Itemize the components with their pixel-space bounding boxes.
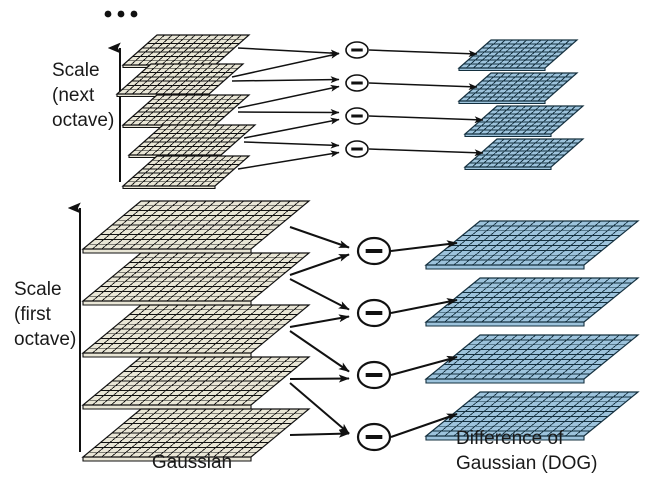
difference-link-arrow-next-octave	[231, 51, 340, 78]
minus-sign-icon	[351, 114, 363, 118]
gaussian-plane-next-octave-grid	[127, 94, 245, 126]
difference-link-arrow-next-octave	[237, 108, 340, 116]
minus-operator-node-first-octave	[356, 422, 392, 452]
minus-sign-icon	[351, 48, 363, 52]
dog-plane-first-octave-grid	[432, 391, 632, 437]
minus-operator-node-first-octave	[356, 360, 392, 390]
minus-sign-icon	[365, 249, 383, 253]
difference-link-arrow-first-octave	[289, 382, 350, 435]
minus-sign-icon	[365, 373, 383, 377]
gaussian-plane-first-octave-grid	[88, 304, 304, 354]
gaussian-plane-first-octave	[81, 356, 311, 410]
ellipsis-dot	[104, 10, 112, 18]
difference-link-arrow-next-octave	[237, 84, 340, 109]
dog-plane-first-octave-surface	[424, 334, 640, 380]
minus-sign-icon	[365, 435, 383, 439]
node-to-dog-arrow-first-octave	[390, 413, 458, 438]
dog-plane-first-octave-grid	[432, 220, 632, 266]
minus-operator-node-first-octave	[356, 298, 392, 328]
dog-planes-group	[424, 39, 640, 441]
difference-link-arrow-first-octave	[289, 278, 350, 311]
gaussian-plane-next-octave	[127, 124, 257, 159]
gaussian-plane-first-octave	[81, 408, 311, 462]
gaussian-plane-first-octave-grid	[88, 356, 304, 406]
difference-link-arrow-next-octave	[237, 47, 340, 57]
gaussian-plane-first-octave-grid	[88, 252, 304, 302]
dog-plane-first-octave-grid	[432, 334, 632, 380]
node-to-dog-arrow-first-octave	[390, 240, 458, 252]
minus-operator-node-first-octave	[356, 236, 392, 266]
minus-operator-node-next-octave	[345, 107, 369, 125]
gaussian-plane-first-octave-grid	[88, 408, 304, 458]
node-to-dog-arrow-next-octave	[368, 82, 478, 91]
gaussian-plane-next-octave-grid	[127, 155, 245, 187]
difference-link-arrow-first-octave	[289, 374, 350, 383]
minus-operator-node-next-octave	[345, 74, 369, 92]
scale-axis-label-next-octave: Scale (next octave)	[52, 60, 114, 131]
node-to-dog-arrow-first-octave	[390, 298, 458, 314]
minus-operator-node-next-octave	[345, 41, 369, 59]
ellipsis-dot	[117, 10, 125, 18]
gaussian-plane-next-octave	[115, 63, 245, 98]
dog-plane-first-octave	[424, 391, 640, 441]
dog-plane-next-octave-grid	[463, 72, 573, 102]
ellipsis-dot	[130, 10, 138, 18]
dog-plane-first-octave	[424, 277, 640, 327]
node-to-dog-arrow-next-octave	[368, 49, 478, 58]
dog-plane-first-octave-grid	[432, 277, 632, 323]
gaussian-plane-next-octave	[121, 94, 251, 129]
dog-plane-next-octave	[463, 105, 585, 138]
node-to-dog-arrows-group	[368, 49, 484, 438]
node-to-dog-arrow-next-octave	[368, 148, 484, 157]
dog-plane-next-octave-grid	[469, 105, 579, 135]
dog-plane-next-octave-grid	[463, 39, 573, 69]
dog-plane-first-octave-surface	[424, 220, 640, 266]
difference-link-arrow-first-octave	[289, 226, 350, 249]
dog-plane-first-octave	[424, 334, 640, 384]
minus-operator-nodes-group	[345, 41, 392, 452]
gaussian-column-label: Gaussian	[152, 452, 232, 473]
difference-links-group	[231, 47, 350, 438]
difference-link-arrow-next-octave	[231, 76, 340, 84]
continuation-dots	[104, 10, 138, 18]
scale-axes-group	[67, 42, 121, 452]
dog-plane-first-octave-surface	[424, 277, 640, 323]
gaussian-plane-first-octave	[81, 304, 311, 358]
gaussian-plane-next-octave	[121, 34, 251, 69]
gaussian-planes-group	[81, 34, 311, 462]
dog-column-label: Difference of Gaussian (DOG)	[456, 428, 597, 474]
node-to-dog-arrow-next-octave	[368, 115, 484, 124]
minus-operator-node-next-octave	[345, 140, 369, 158]
gaussian-plane-next-octave-grid	[133, 124, 251, 156]
minus-sign-icon	[365, 311, 383, 315]
difference-link-arrow-next-octave	[243, 141, 340, 149]
gaussian-plane-first-octave	[81, 200, 311, 254]
difference-link-arrow-first-octave	[289, 314, 350, 328]
minus-sign-icon	[351, 147, 363, 151]
scale-axis-label-first-octave: Scale (first octave)	[14, 279, 76, 350]
difference-link-arrow-first-octave	[289, 429, 350, 438]
dog-plane-first-octave	[424, 220, 640, 270]
dog-plane-next-octave	[457, 39, 579, 72]
dog-plane-next-octave	[457, 72, 579, 105]
difference-link-arrow-next-octave	[237, 150, 340, 170]
node-to-dog-arrow-first-octave	[390, 355, 458, 376]
gaussian-plane-next-octave-grid	[127, 34, 245, 66]
gaussian-plane-next-octave	[121, 155, 251, 190]
gaussian-plane-first-octave-grid	[88, 200, 304, 250]
difference-link-arrow-first-octave	[289, 253, 350, 276]
gaussian-plane-next-octave-grid	[121, 63, 239, 95]
dog-plane-next-octave-grid	[469, 138, 579, 168]
figure-labels-group: Scale (next octave) Scale (first octave) Gauss…	[14, 60, 597, 474]
difference-link-arrow-next-octave	[243, 117, 340, 139]
difference-link-arrow-first-octave	[289, 330, 350, 373]
dog-plane-next-octave	[463, 138, 585, 171]
minus-sign-icon	[351, 81, 363, 85]
gaussian-plane-first-octave	[81, 252, 311, 306]
